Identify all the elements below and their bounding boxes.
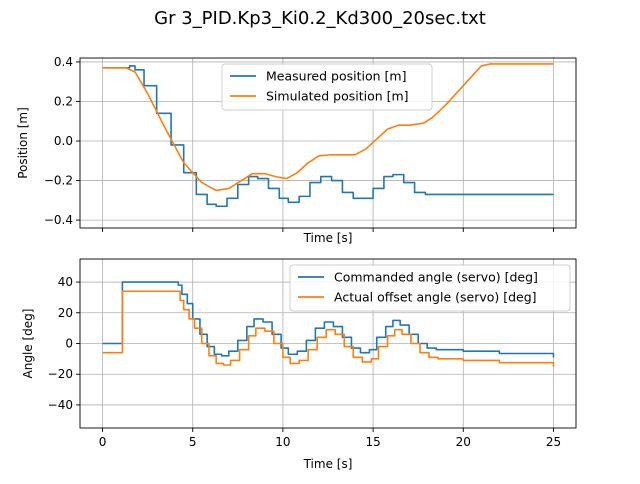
x-tick-label: 10	[275, 435, 290, 449]
y-tick-label: −0.4	[44, 213, 73, 227]
y-tick-label: 40	[58, 275, 73, 289]
y-axis-label: Position [m]	[16, 107, 30, 179]
legend-entry: Measured position [m]	[266, 69, 406, 84]
x-tick-label: 0	[99, 435, 107, 449]
figure-title: Gr 3_PID.Kp3_Ki0.2_Kd300_20sec.txt	[154, 8, 486, 29]
legend: Commanded angle (servo) [deg] Actual offs…	[289, 264, 571, 312]
axes-2: 0 5 10 15 20 25 −40 −20 0 20 40 Time [s] Angle [deg]…	[21, 258, 577, 471]
series-line-2	[102, 63, 554, 192]
legend-entry: Commanded angle (servo) [deg]	[334, 270, 538, 285]
series-line-1	[102, 281, 555, 358]
y-tick-label: −0.2	[44, 174, 73, 188]
legend: Measured position [m] Simulated position …	[221, 63, 433, 111]
y-tick-label: 0.2	[54, 94, 73, 108]
x-tick-label: 20	[456, 435, 471, 449]
y-tick-label: 0.0	[54, 134, 73, 148]
legend-entry: Actual offset angle (servo) [deg]	[334, 290, 537, 305]
x-tick-label: 5	[189, 435, 197, 449]
legend-box	[221, 63, 433, 111]
y-tick-label: 20	[58, 306, 73, 320]
series-line-2	[102, 290, 555, 367]
x-tick-label: 15	[365, 435, 380, 449]
y-tick-label: 0.4	[54, 55, 73, 69]
axes-frame	[79, 57, 577, 229]
axes-1: −0.4 −0.2 0.0 0.2 0.4 Time [s] Position [m] Mea…	[16, 55, 577, 245]
legend-box	[289, 264, 571, 312]
y-axis-label: Angle [deg]	[21, 309, 35, 379]
y-tick-label: −20	[48, 367, 73, 381]
y-tick-label: −40	[48, 398, 73, 412]
y-tick-label: 0	[65, 337, 73, 351]
series-line-1	[102, 65, 554, 208]
x-tick-label: 25	[546, 435, 561, 449]
x-axis-label: Time [s]	[303, 231, 353, 245]
legend-entry: Simulated position [m]	[266, 89, 409, 104]
x-axis-label: Time [s]	[303, 457, 353, 471]
